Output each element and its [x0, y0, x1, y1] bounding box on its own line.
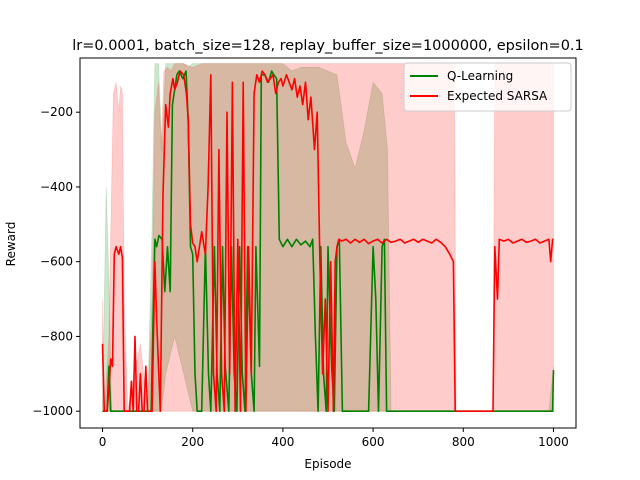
- axes: 0 200 400 600 800 1000 −1000 −800 −600 −400 −200: [32, 57, 577, 449]
- legend: Q-Learning Expected SARSA: [403, 62, 572, 112]
- y-tick-label: −1000: [32, 404, 73, 418]
- x-tick-label: 400: [271, 435, 294, 449]
- legend-label-expected-sarsa: Expected SARSA: [447, 89, 548, 103]
- axes-frame: [79, 57, 577, 429]
- y-tick-label: −800: [40, 329, 73, 343]
- y-tick-label: −200: [40, 105, 73, 119]
- x-tick-label: 0: [99, 435, 107, 449]
- y-axis-label: Reward: [4, 222, 18, 267]
- x-tick-label: 1000: [538, 435, 569, 449]
- legend-box: [403, 62, 572, 112]
- x-tick-label: 800: [452, 435, 475, 449]
- plot-area: [101, 63, 555, 412]
- y-tick-label: −400: [40, 180, 73, 194]
- legend-label-q-learning: Q-Learning: [447, 69, 513, 83]
- x-tick-label: 200: [181, 435, 204, 449]
- x-axis-label: Episode: [304, 457, 351, 471]
- x-tick-label: 600: [362, 435, 385, 449]
- chart-title: lr=0.0001, batch_size=128, replay_buffer…: [72, 38, 584, 54]
- y-tick-label: −600: [40, 255, 73, 269]
- series-line-expected-sarsa: [101, 70, 554, 412]
